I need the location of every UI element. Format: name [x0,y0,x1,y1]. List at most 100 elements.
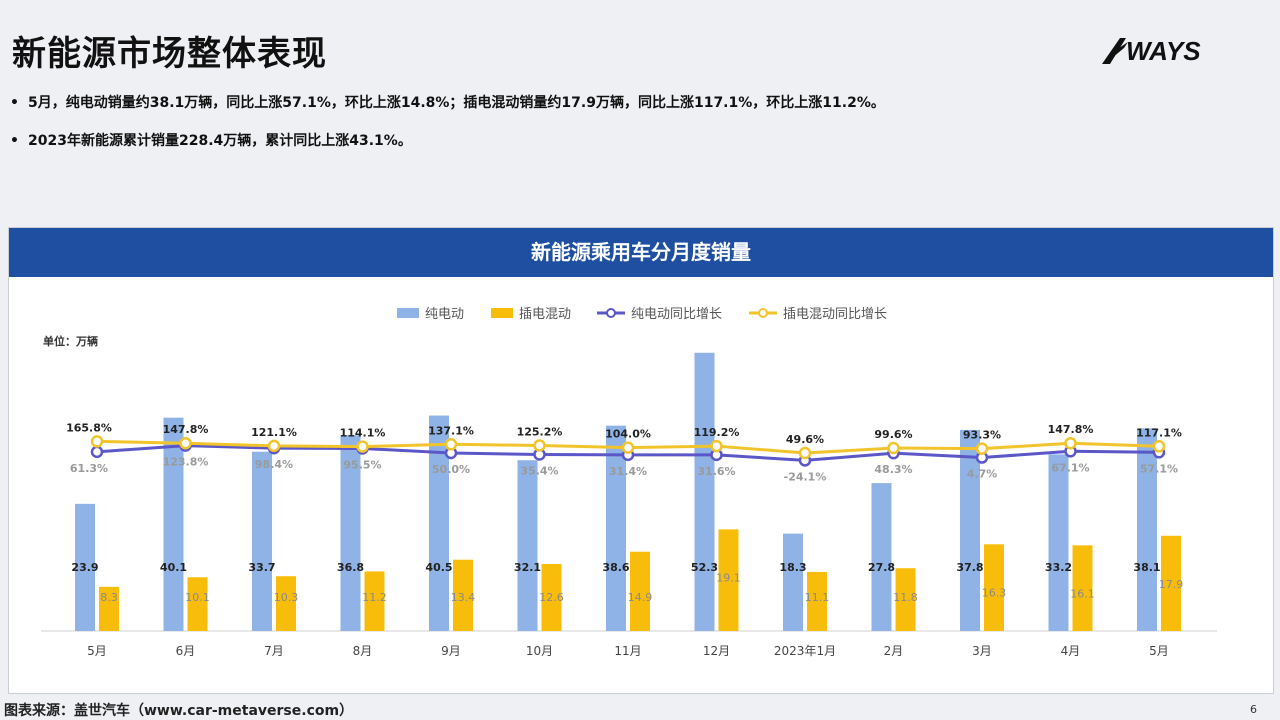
x-tick-label: 4月 [1061,644,1081,658]
bar-bev-label: 38.6 [602,561,629,574]
bev-growth-label: 31.6% [697,465,735,478]
bar-bev [871,483,892,631]
bev-growth-label: 57.1% [1140,462,1178,475]
summary-bullet: • 5月，纯电动销量约38.1万辆，同比上涨57.1%，环比上涨14.8%；插电混… [10,92,885,112]
bar-phev [187,577,208,631]
bar-phev [718,529,739,631]
legend-marker [606,308,616,318]
bar-phev-label: 12.6 [539,591,564,604]
legend-swatch [491,308,513,318]
phev-growth-point [444,438,458,451]
bar-phev-label: 11.1 [805,591,830,604]
ways-logo [1102,38,1128,64]
bar-phev-label: 14.9 [628,591,653,604]
legend-label: 插电混动 [519,307,571,322]
bar-phev [364,571,385,631]
summary-bullet: • 2023年新能源累计销量228.4万辆，累计同比上涨43.1%。 [10,130,885,150]
legend-swatch [397,308,419,318]
bev-growth-label: 98.4% [255,458,293,471]
phev-growth-label: 93.3% [963,429,1001,442]
x-tick-label: 9月 [441,644,461,658]
bar-bev-label: 33.2 [1045,561,1072,574]
phev-growth-point [887,441,900,455]
phev-growth-point [1152,440,1166,453]
phev-growth-label: 104.0% [605,428,651,441]
bar-bev [429,415,449,631]
bar-phev-label: 10.1 [185,591,210,604]
bar-phev [1072,545,1093,631]
bar-phev [1161,535,1181,631]
phev-growth-label: 147.8% [1048,423,1094,436]
phev-growth-label: 117.1% [1136,426,1182,439]
bev-growth-label: 31.4% [609,465,647,478]
bullet-text: 5月，纯电动销量约38.1万辆，同比上涨57.1%，环比上涨14.8%；插电混动… [28,95,885,111]
summary-bullets: • 5月，纯电动销量约38.1万辆，同比上涨57.1%，环比上涨14.8%；插电混… [10,92,885,168]
bar-bev [960,429,980,631]
legend-label: 插电混动同比增长 [783,307,887,322]
x-tick-label: 5月 [87,644,107,658]
bar-bev [517,460,538,631]
bullet-marker: • [10,133,19,149]
bar-phev [453,559,473,631]
bev-growth-label: 4.7% [967,468,998,481]
x-tick-label: 2月 [884,644,904,658]
phev-growth-label: 99.6% [874,428,912,441]
bar-bev-label: 36.8 [337,561,364,574]
bar-phev-label: 16.1 [1070,587,1095,600]
bar-phev-label: 13.4 [451,591,476,604]
bar-bev-label: 40.5 [425,561,452,574]
bar-bev-label: 32.1 [514,561,541,574]
bar-bev [1048,454,1069,631]
bar-bev [75,503,95,631]
bar-bev-label: 38.1 [1133,561,1160,574]
bev-growth-label: 95.5% [343,458,381,471]
bar-bev-label: 40.1 [160,561,187,574]
bev-growth-label: 35.4% [520,464,558,477]
phev-growth-point [1064,436,1077,450]
phev-growth-point [267,439,281,453]
bar-bev [340,435,361,631]
bev-growth-label: 67.1% [1051,461,1089,474]
bar-phev-label: 16.3 [982,586,1007,599]
phev-growth-point [621,441,635,454]
bar-bev-label: 52.3 [691,561,718,574]
logo-text: WAYS [1126,36,1201,66]
x-tick-label: 5月 [1149,644,1169,658]
bar-phev [541,563,562,631]
bar-phev [984,544,1004,631]
bullet-marker: • [10,95,19,111]
phev-growth-label: 165.8% [66,421,112,434]
bar-bev [783,533,803,631]
x-tick-label: 8月 [353,644,373,658]
bar-bev-label: 23.9 [71,561,98,574]
phev-growth-label: 119.2% [694,426,740,439]
phev-growth-label: 125.2% [517,425,563,438]
bar-phev-label: 17.9 [1159,578,1184,591]
bev-growth-label: 123.8% [163,456,209,469]
phev-growth-label: 114.1% [340,427,386,440]
bar-bev [163,417,184,631]
bar-phev [99,586,119,631]
bev-growth-point [90,445,104,459]
bar-phev [807,571,827,631]
phev-growth-label: 147.8% [163,423,209,436]
logo-swoosh-icon-2 [1110,42,1128,58]
legend-label: 纯电动 [425,307,464,322]
bev-growth-label: 61.3% [70,462,108,475]
phev-growth-label: 49.6% [786,433,824,446]
bar-phev-label: 11.2 [362,591,387,604]
phev-growth-point [798,446,812,460]
bar-bev [252,451,272,631]
legend-label: 纯电动同比增长 [631,307,722,322]
bar-bev [606,425,626,631]
bar-bev [694,352,715,631]
phev-growth-point [975,442,989,455]
bar-phev-label: 11.8 [893,591,918,604]
phev-growth-label: 137.1% [428,424,474,437]
page-number: 6 [1250,703,1257,716]
bev-growth-label: 50.0% [432,463,470,476]
phev-growth-label: 121.1% [251,426,297,439]
x-tick-label: 3月 [972,644,992,658]
bev-growth-label: -24.1% [784,470,827,483]
bar-phev-label: 8.3 [100,591,118,604]
